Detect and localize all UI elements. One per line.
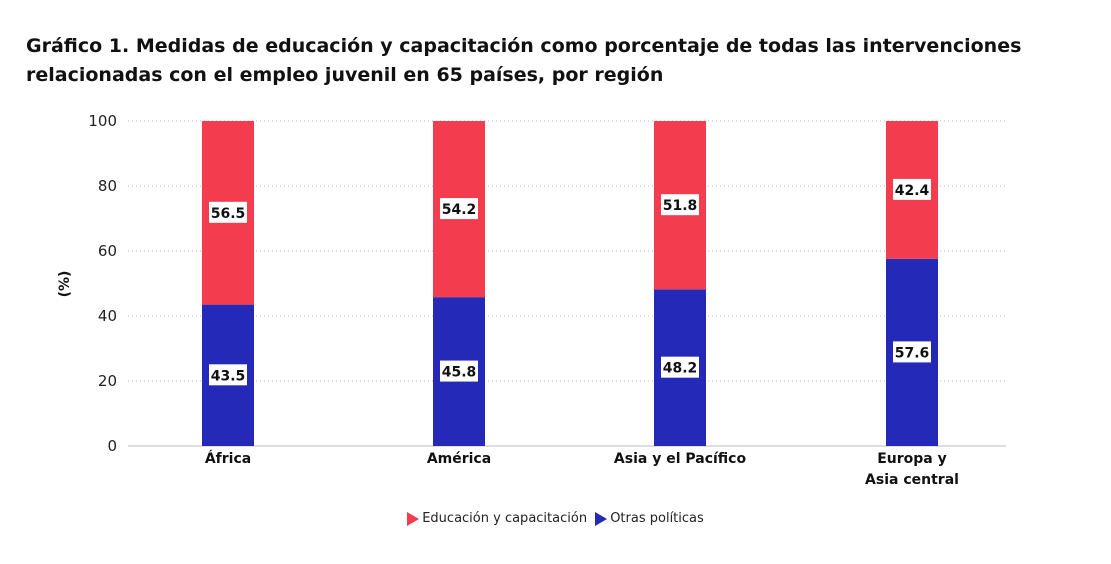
y-axis-label: (%) xyxy=(57,271,73,298)
data-label-box-educacion-1 xyxy=(440,198,478,220)
legend: Educación y capacitación Otras políticas xyxy=(0,511,1111,530)
legend-marker-otras xyxy=(595,511,608,526)
x-category-label-2-0: Asia y el Pacífico xyxy=(614,451,747,467)
data-label-educacion-2: 51.8 xyxy=(663,198,698,214)
legend-label-educacion: Educación y capacitación xyxy=(422,511,588,526)
y-tick-label-20: 20 xyxy=(98,372,117,390)
legend-item-educacion: Educación y capacitación xyxy=(407,511,587,526)
data-label-otras-0: 43.5 xyxy=(211,368,246,384)
y-tick-label-60: 60 xyxy=(98,242,117,260)
x-category-label-3-1: Asia central xyxy=(865,472,959,488)
legend-label-otras: Otras políticas xyxy=(610,511,704,526)
y-tick-label-100: 100 xyxy=(88,112,117,130)
data-label-otras-3: 57.6 xyxy=(895,345,930,361)
data-label-otras-1: 45.8 xyxy=(442,365,477,381)
legend-marker-educacion xyxy=(407,511,420,526)
data-label-otras-2: 48.2 xyxy=(663,361,698,377)
data-label-educacion-3: 42.4 xyxy=(895,183,930,199)
x-category-label-0-0: África xyxy=(205,450,251,467)
data-label-box-otras-1 xyxy=(440,360,478,382)
data-label-box-educacion-0 xyxy=(209,201,247,223)
data-label-educacion-0: 56.5 xyxy=(211,206,246,222)
y-tick-label-0: 0 xyxy=(107,437,117,455)
y-tick-label-80: 80 xyxy=(98,177,117,195)
data-label-box-otras-3 xyxy=(893,341,931,363)
y-tick-label-40: 40 xyxy=(98,307,117,325)
data-label-educacion-1: 54.2 xyxy=(442,202,477,218)
data-label-box-educacion-2 xyxy=(661,194,699,216)
x-category-label-1-0: América xyxy=(427,451,491,467)
chart-title: Gráfico 1. Medidas de educación y capaci… xyxy=(26,35,1022,86)
x-category-label-3-0: Europa y xyxy=(877,451,947,467)
data-label-box-otras-0 xyxy=(209,364,247,386)
data-label-box-otras-2 xyxy=(661,356,699,378)
legend-item-otras: Otras políticas xyxy=(595,511,704,526)
data-label-box-educacion-3 xyxy=(893,178,931,200)
